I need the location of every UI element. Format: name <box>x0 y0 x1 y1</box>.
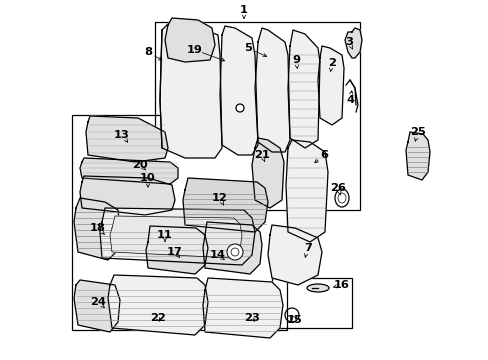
Polygon shape <box>317 46 343 125</box>
Text: 7: 7 <box>304 243 311 253</box>
Text: 13: 13 <box>114 130 130 140</box>
Polygon shape <box>405 132 429 180</box>
Text: 6: 6 <box>319 150 327 160</box>
Text: 3: 3 <box>345 37 352 47</box>
Text: 15: 15 <box>286 315 302 325</box>
Text: 10: 10 <box>140 173 156 183</box>
Polygon shape <box>203 278 283 338</box>
Text: 19: 19 <box>187 45 203 55</box>
Circle shape <box>236 104 244 112</box>
Text: 2: 2 <box>327 58 335 68</box>
Polygon shape <box>164 18 215 62</box>
Bar <box>155 22 359 210</box>
Text: 20: 20 <box>132 160 147 170</box>
Polygon shape <box>110 216 242 258</box>
Ellipse shape <box>334 189 348 207</box>
Polygon shape <box>80 176 175 215</box>
Text: 5: 5 <box>244 43 251 53</box>
Polygon shape <box>108 275 207 335</box>
Text: 9: 9 <box>291 55 299 65</box>
Polygon shape <box>74 198 120 260</box>
Text: 23: 23 <box>244 313 260 323</box>
Polygon shape <box>345 28 361 58</box>
Polygon shape <box>86 116 168 162</box>
Ellipse shape <box>306 284 328 292</box>
Polygon shape <box>203 222 262 274</box>
Polygon shape <box>183 178 267 232</box>
Polygon shape <box>80 158 178 184</box>
Text: 12: 12 <box>212 193 227 203</box>
Text: 24: 24 <box>90 297 106 307</box>
Polygon shape <box>285 140 327 242</box>
Polygon shape <box>251 138 284 208</box>
Text: 14: 14 <box>210 250 225 260</box>
Text: 16: 16 <box>333 280 349 290</box>
Text: 8: 8 <box>143 47 152 57</box>
Text: 22: 22 <box>150 313 165 323</box>
Text: 1: 1 <box>240 5 247 15</box>
Text: 18: 18 <box>90 223 106 233</box>
Polygon shape <box>146 226 207 274</box>
Text: 25: 25 <box>409 127 425 137</box>
Polygon shape <box>287 30 319 148</box>
Text: 21: 21 <box>254 150 269 160</box>
Text: 17: 17 <box>167 247 183 257</box>
Polygon shape <box>267 225 321 285</box>
Text: 26: 26 <box>329 183 345 193</box>
Polygon shape <box>220 26 258 155</box>
Bar <box>271 278 351 328</box>
Polygon shape <box>254 28 289 152</box>
Polygon shape <box>100 208 254 265</box>
Circle shape <box>226 244 243 260</box>
Bar <box>72 115 286 330</box>
Polygon shape <box>74 280 120 332</box>
Text: 11: 11 <box>157 230 173 240</box>
Text: 4: 4 <box>346 95 353 105</box>
Polygon shape <box>160 24 222 158</box>
